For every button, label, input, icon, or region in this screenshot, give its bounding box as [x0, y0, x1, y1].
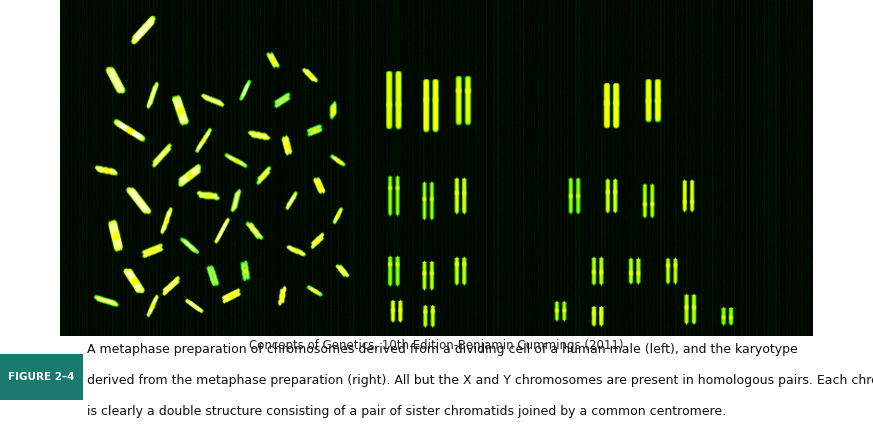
- FancyBboxPatch shape: [0, 354, 83, 400]
- Text: derived from the metaphase preparation (right). All but the X and Y chromosomes : derived from the metaphase preparation (…: [87, 374, 873, 387]
- Text: A metaphase preparation of chromosomes derived from a dividing cell of a human m: A metaphase preparation of chromosomes d…: [87, 343, 798, 356]
- Text: Concepts of Genetics, 10th Edition-Benjamin Cummings (2011): Concepts of Genetics, 10th Edition-Benja…: [250, 339, 623, 352]
- Text: is clearly a double structure consisting of a pair of sister chromatids joined b: is clearly a double structure consisting…: [87, 405, 726, 418]
- Text: FIGURE 2–4: FIGURE 2–4: [8, 372, 74, 382]
